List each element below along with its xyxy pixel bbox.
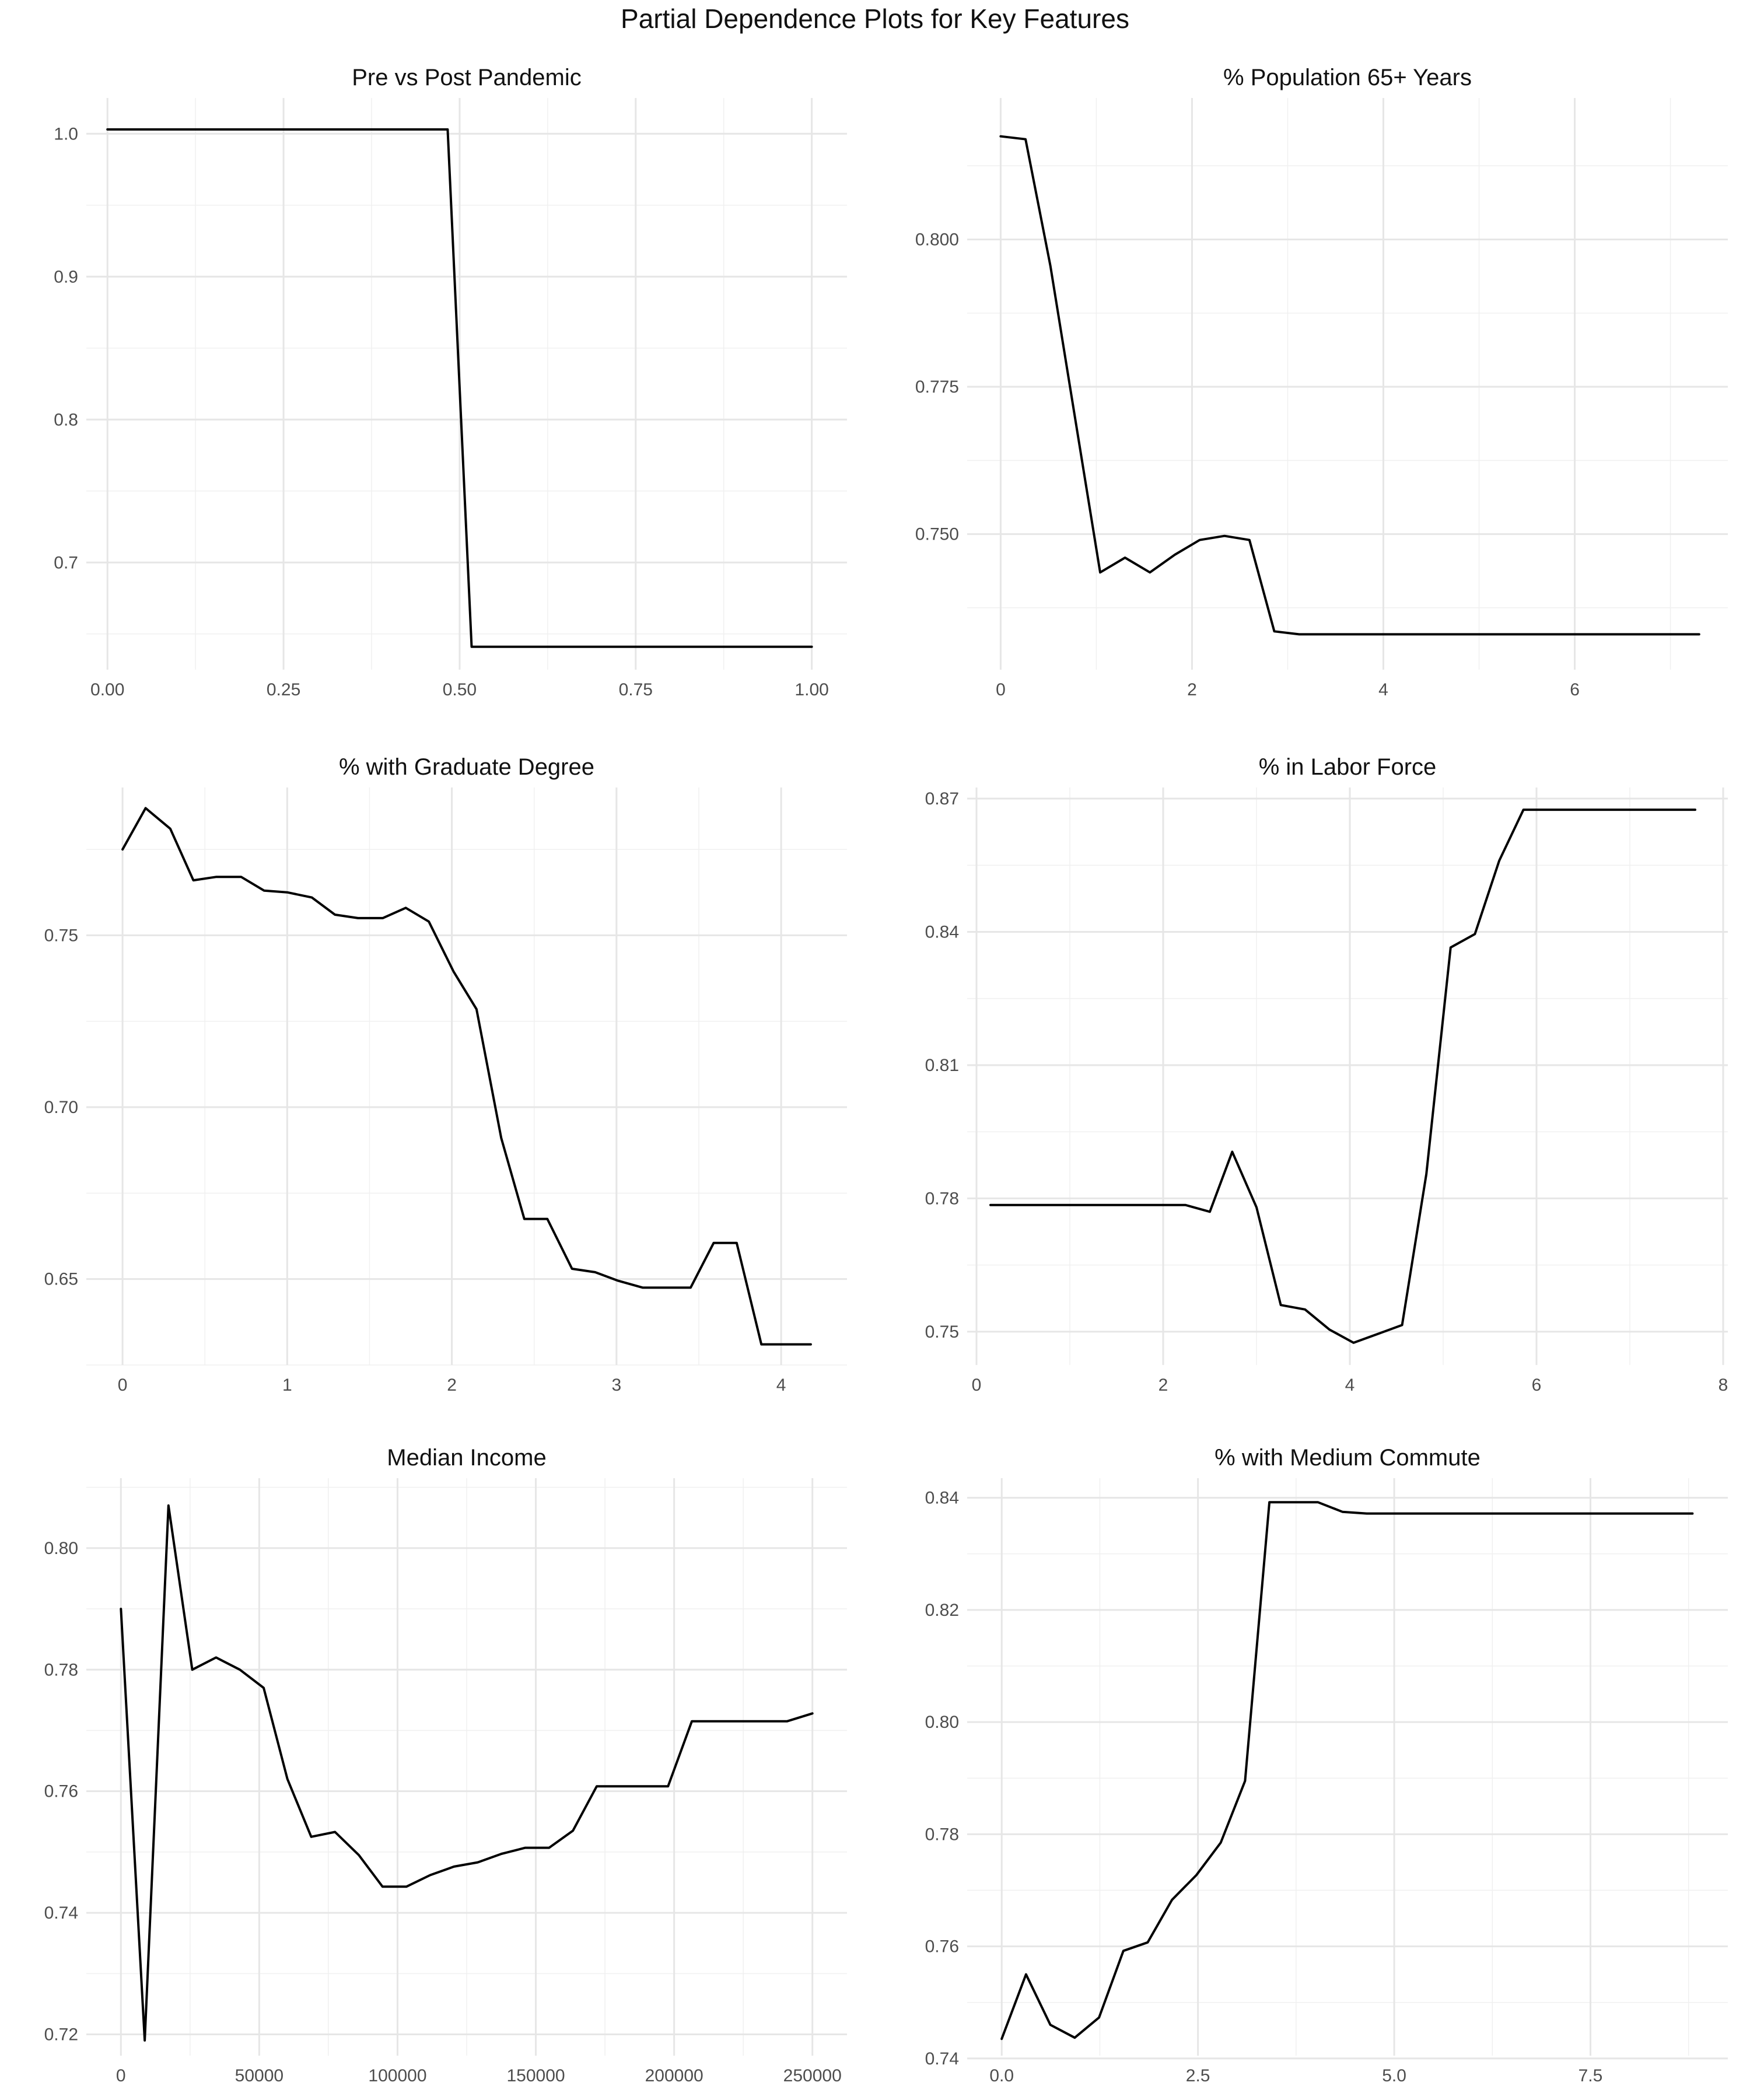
y-tick-label: 0.65 — [44, 1270, 78, 1289]
x-tick-label: 2.5 — [1186, 2066, 1210, 2085]
y-tick-label: 0.8 — [54, 410, 78, 429]
y-tick-label: 0.78 — [44, 1660, 78, 1679]
x-tick-label: 1 — [282, 1376, 292, 1395]
y-tick-label: 0.80 — [925, 1713, 959, 1732]
y-tick-label: 0.78 — [925, 1189, 959, 1208]
x-tick-label: 0.0 — [989, 2066, 1014, 2085]
x-tick-label: 0.25 — [267, 680, 300, 699]
figure-title: Partial Dependence Plots for Key Feature… — [621, 4, 1129, 34]
x-tick-label: 250000 — [783, 2066, 842, 2085]
y-tick-label: 0.74 — [925, 2049, 959, 2068]
panel-title: Pre vs Post Pandemic — [352, 65, 582, 90]
x-tick-label: 2 — [1187, 680, 1197, 699]
x-tick-label: 4 — [1345, 1376, 1355, 1395]
panel-1: 0.00 0.25 0.50 0.75 1.00 0.7 0.8 0.9 1.0 Pre vs P… — [54, 65, 847, 699]
x-tick-label: 5.0 — [1382, 2066, 1406, 2085]
panel-4: 0 2 4 6 8 0.75 0.78 0.81 0.84 0.87 % in Labor Forc… — [925, 754, 1728, 1395]
x-tick-label: 4 — [776, 1376, 786, 1395]
y-tick-label: 0.76 — [925, 1937, 959, 1957]
y-tick-label: 0.75 — [44, 926, 78, 945]
series-line — [989, 808, 1696, 1344]
series-line — [999, 135, 1700, 636]
x-tick-label: 0.75 — [619, 680, 653, 699]
x-tick-label: 50000 — [235, 2066, 284, 2085]
panel-2: 0 2 4 6 0.750 0.775 0.800 % Population 65+ Year… — [915, 65, 1728, 699]
series-line — [106, 128, 813, 648]
panel-3: 0 1 2 3 4 0.65 0.70 0.75 % with Graduate Degree — [44, 754, 847, 1395]
x-tick-label: 200000 — [645, 2066, 704, 2085]
x-tick-label: 0 — [996, 680, 1006, 699]
x-tick-label: 100000 — [368, 2066, 426, 2085]
y-tick-label: 0.84 — [925, 923, 959, 942]
y-tick-label: 0.775 — [915, 377, 959, 397]
x-tick-label: 2 — [447, 1376, 457, 1395]
panel-title: % in Labor Force — [1259, 754, 1437, 780]
x-tick-label: 0 — [116, 2066, 126, 2085]
y-tick-label: 0.84 — [925, 1489, 959, 1508]
x-tick-label: 150000 — [506, 2066, 565, 2085]
panel-title: Median Income — [387, 1445, 546, 1471]
y-tick-label: 0.70 — [44, 1098, 78, 1117]
y-tick-label: 0.82 — [925, 1601, 959, 1620]
series-line — [120, 1504, 814, 2042]
y-tick-label: 0.7 — [54, 553, 78, 572]
x-tick-label: 2 — [1158, 1376, 1168, 1395]
series-line — [1000, 1501, 1694, 2041]
panel-title: % with Medium Commute — [1214, 1445, 1480, 1471]
y-tick-label: 1.0 — [54, 124, 78, 144]
x-tick-label: 7.5 — [1578, 2066, 1603, 2085]
y-tick-label: 0.76 — [44, 1782, 78, 1801]
x-tick-label: 0.00 — [90, 680, 124, 699]
y-tick-label: 0.9 — [54, 267, 78, 286]
x-tick-label: 3 — [612, 1376, 622, 1395]
x-tick-label: 8 — [1718, 1376, 1728, 1395]
y-tick-label: 0.750 — [915, 525, 959, 544]
x-tick-label: 4 — [1378, 680, 1388, 699]
y-tick-label: 0.78 — [925, 1825, 959, 1844]
series-line — [121, 807, 812, 1346]
y-tick-label: 0.75 — [925, 1322, 959, 1342]
x-tick-label: 6 — [1532, 1376, 1542, 1395]
x-tick-label: 0 — [118, 1376, 128, 1395]
panel-title: % with Graduate Degree — [339, 754, 594, 780]
y-tick-label: 0.87 — [925, 789, 959, 808]
panel-title: % Population 65+ Years — [1223, 65, 1472, 90]
panel-5: 0 50000 100000 150000 200000 250000 0.72 0.74 0.… — [44, 1445, 847, 2085]
y-tick-label: 0.80 — [44, 1539, 78, 1558]
x-tick-label: 6 — [1570, 680, 1580, 699]
y-tick-label: 0.72 — [44, 2025, 78, 2045]
x-tick-label: 0.50 — [443, 680, 477, 699]
x-tick-label: 1.00 — [794, 680, 828, 699]
y-tick-label: 0.74 — [44, 1903, 78, 1923]
x-tick-label: 0 — [972, 1376, 982, 1395]
y-tick-label: 0.81 — [925, 1056, 959, 1075]
y-tick-label: 0.800 — [915, 230, 959, 249]
panel-6: 0.0 2.5 5.0 7.5 0.74 0.76 0.78 0.80 0.82 0.84 % wi… — [925, 1445, 1728, 2085]
